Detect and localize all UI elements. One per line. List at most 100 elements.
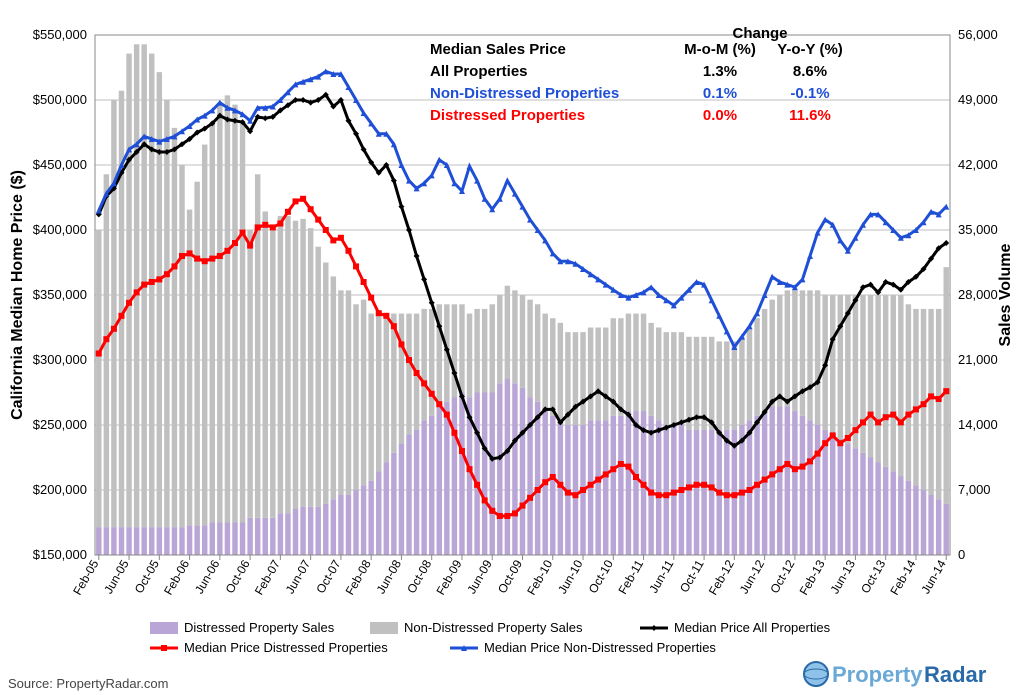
anno-row-yoy: 11.6% (789, 107, 831, 124)
bar-distressed (429, 416, 434, 555)
bar-nondistressed (240, 123, 245, 522)
series-dist-marker (588, 482, 594, 488)
anno-row-label: Non-Distressed Properties (430, 85, 619, 102)
bar-distressed (225, 523, 230, 556)
x-tick-label: Feb-05 (70, 557, 101, 597)
series-nondist-marker (504, 178, 510, 184)
bar-nondistressed (860, 295, 865, 453)
x-tick-label: Oct-05 (132, 557, 162, 595)
bar-nondistressed (232, 105, 237, 523)
bar-distressed (406, 434, 411, 555)
bar-distressed (512, 383, 517, 555)
anno-row-mom: 1.3% (703, 63, 737, 80)
bar-distressed (686, 430, 691, 555)
bar-distressed (936, 499, 941, 555)
bar-distressed (119, 527, 124, 555)
bar-nondistressed (429, 309, 434, 416)
series-dist-marker (694, 482, 700, 488)
bar-distressed (384, 462, 389, 555)
bar-nondistressed (263, 211, 268, 517)
x-tick-label: Jun-06 (192, 557, 223, 596)
x-tick-label: Feb-13 (797, 557, 828, 597)
bar-nondistressed (785, 290, 790, 406)
legend-swatch (150, 622, 178, 634)
bar-nondistressed (482, 309, 487, 393)
source-text: Source: PropertyRadar.com (8, 676, 168, 691)
series-dist-marker (323, 227, 329, 233)
bar-distressed (232, 523, 237, 556)
bar-distressed (898, 476, 903, 555)
bar-distressed (482, 393, 487, 556)
series-dist-marker (807, 458, 813, 464)
bar-distressed (293, 509, 298, 555)
bar-distressed (437, 406, 442, 555)
bar-nondistressed (588, 328, 593, 421)
bar-nondistressed (618, 318, 623, 416)
bar-distressed (701, 430, 706, 555)
bar-nondistressed (217, 105, 222, 523)
bar-distressed (179, 527, 184, 555)
bar-nondistressed (225, 95, 230, 522)
series-dist-marker (224, 248, 230, 254)
series-dist-marker (240, 230, 246, 236)
bar-distressed (618, 416, 623, 555)
y1-tick-label: $350,000 (33, 287, 87, 302)
bar-nondistressed (724, 341, 729, 429)
y1-tick-label: $550,000 (33, 27, 87, 42)
bar-nondistressed (126, 54, 131, 528)
series-dist-marker (815, 451, 821, 457)
bar-distressed (709, 430, 714, 555)
series-dist-marker (663, 492, 669, 498)
anno-row-yoy: 8.6% (793, 63, 827, 80)
y1-tick-label: $400,000 (33, 222, 87, 237)
series-dist-marker (572, 492, 578, 498)
series-dist-marker (648, 490, 654, 496)
bar-nondistressed (762, 309, 767, 411)
bar-distressed (921, 490, 926, 555)
anno-row-label: All Properties (430, 63, 528, 80)
bar-nondistressed (830, 295, 835, 434)
bar-nondistressed (709, 337, 714, 430)
bar-nondistressed (883, 295, 888, 467)
bar-distressed (187, 525, 192, 555)
bar-distressed (838, 439, 843, 555)
bar-nondistressed (172, 128, 177, 527)
bar-nondistressed (580, 332, 585, 425)
bar-nondistressed (285, 216, 290, 513)
series-dist-marker (535, 487, 541, 493)
logo-text-2: Radar (924, 662, 987, 687)
y2-axis-label: Sales Volume (997, 243, 1014, 346)
bar-distressed (308, 507, 313, 555)
bar-distressed (573, 425, 578, 555)
bar-distressed (172, 527, 177, 555)
y1-tick-label: $200,000 (33, 482, 87, 497)
bar-distressed (853, 448, 858, 555)
x-tick-label: Feb-11 (615, 557, 646, 596)
bar-distressed (815, 425, 820, 555)
y1-tick-label: $150,000 (33, 547, 87, 562)
bar-distressed (164, 527, 169, 555)
series-dist-marker (845, 435, 851, 441)
bar-nondistressed (573, 332, 578, 425)
series-dist-marker (497, 513, 503, 519)
bar-nondistressed (361, 300, 366, 486)
bar-nondistressed (747, 328, 752, 421)
x-tick-label: Jun-11 (646, 557, 676, 595)
bar-distressed (807, 420, 812, 555)
series-dist-marker (164, 271, 170, 277)
x-tick-label: Oct-13 (858, 557, 888, 595)
bar-nondistressed (800, 290, 805, 415)
bar-distressed (769, 406, 774, 555)
y1-axis-label: California Median Home Price ($) (9, 170, 26, 420)
bar-nondistressed (717, 341, 722, 429)
y2-tick-label: 35,000 (958, 222, 998, 237)
bar-nondistressed (754, 318, 759, 416)
series-dist-marker (232, 240, 238, 246)
bar-nondistressed (278, 216, 283, 513)
bar-distressed (875, 462, 880, 555)
bar-distressed (891, 471, 896, 555)
bar-nondistressed (550, 318, 555, 416)
anno-row-mom: 0.0% (703, 107, 737, 124)
series-dist-marker (716, 490, 722, 496)
bar-distressed (414, 430, 419, 555)
